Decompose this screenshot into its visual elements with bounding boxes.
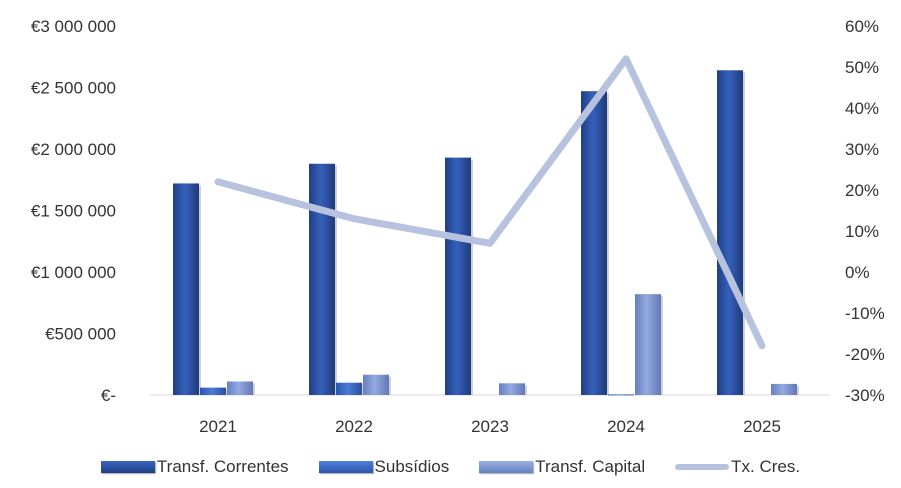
right-tick-label: -30% bbox=[845, 386, 885, 405]
bar-transf-capital bbox=[635, 294, 661, 395]
bar-transf-correntes bbox=[173, 183, 199, 395]
legend-label-transf-capital: Transf. Capital bbox=[535, 457, 646, 476]
bar-subsidios bbox=[608, 394, 634, 396]
legend: Transf. Correntes Subsídios Transf. Capi… bbox=[0, 452, 901, 482]
bar-subsidios bbox=[200, 387, 226, 395]
legend-item-transf-capital: Transf. Capital bbox=[479, 457, 645, 477]
x-tick-label: 2025 bbox=[743, 417, 781, 436]
x-tick-label: 2023 bbox=[471, 417, 509, 436]
left-axis: €- €500 000 €1 000 000 €1 500 000 €2 000 000… bbox=[31, 17, 116, 405]
left-tick-label: €- bbox=[101, 386, 116, 405]
legend-label-tx-cres: Tx. Cres. bbox=[731, 457, 801, 476]
right-tick-label: 0% bbox=[845, 263, 870, 282]
bar-transf-correntes bbox=[717, 70, 743, 395]
legend-item-transf-correntes: Transf. Correntes bbox=[100, 457, 289, 477]
legend-swatch-subsidios bbox=[318, 461, 373, 473]
left-tick-label: €1 500 000 bbox=[31, 202, 116, 221]
right-tick-label: 10% bbox=[845, 222, 879, 241]
x-tick-label: 2024 bbox=[607, 417, 645, 436]
line-tx-cres bbox=[214, 55, 766, 350]
bar-subsidios bbox=[336, 382, 362, 395]
bar-transf-correntes bbox=[581, 91, 607, 395]
legend-swatch-tx-cres bbox=[675, 464, 730, 470]
bar-transf-capital bbox=[363, 374, 389, 395]
x-tick-label: 2021 bbox=[199, 417, 237, 436]
legend-swatch-transf-correntes bbox=[100, 461, 155, 473]
left-tick-label: €2 500 000 bbox=[31, 79, 116, 98]
x-axis: 2021 2022 2023 2024 2025 bbox=[199, 417, 781, 436]
bar-transf-capital bbox=[499, 383, 525, 395]
right-tick-label: 60% bbox=[845, 17, 879, 36]
right-tick-label: 30% bbox=[845, 140, 879, 159]
right-tick-label: -20% bbox=[845, 345, 885, 364]
right-tick-label: 50% bbox=[845, 58, 879, 77]
growth-line bbox=[214, 55, 766, 350]
bar-transf-capital bbox=[771, 383, 797, 395]
bar-transf-correntes bbox=[309, 163, 335, 395]
bar-transf-capital bbox=[227, 381, 253, 395]
legend-item-tx-cres: Tx. Cres. bbox=[675, 457, 800, 477]
legend-label-transf-correntes: Transf. Correntes bbox=[156, 457, 289, 476]
right-tick-label: -10% bbox=[845, 304, 885, 323]
chart: €- €500 000 €1 000 000 €1 500 000 €2 000 000… bbox=[31, 17, 885, 436]
left-tick-label: €2 000 000 bbox=[31, 140, 116, 159]
bar-transf-correntes bbox=[445, 157, 471, 395]
legend-swatch-transf-capital bbox=[479, 461, 534, 473]
x-tick-label: 2022 bbox=[335, 417, 373, 436]
left-tick-label: €1 000 000 bbox=[31, 263, 116, 282]
legend-item-subsidios: Subsídios bbox=[318, 457, 450, 477]
right-tick-label: 20% bbox=[845, 181, 879, 200]
right-tick-label: 40% bbox=[845, 99, 879, 118]
left-tick-label: €3 000 000 bbox=[31, 17, 116, 36]
legend-label-subsidios: Subsídios bbox=[374, 457, 450, 476]
bars bbox=[173, 70, 799, 396]
right-axis: -30% -20% -10% 0% 10% 20% 30% 40% 50% 60% bbox=[845, 17, 885, 405]
left-tick-label: €500 000 bbox=[45, 325, 116, 344]
